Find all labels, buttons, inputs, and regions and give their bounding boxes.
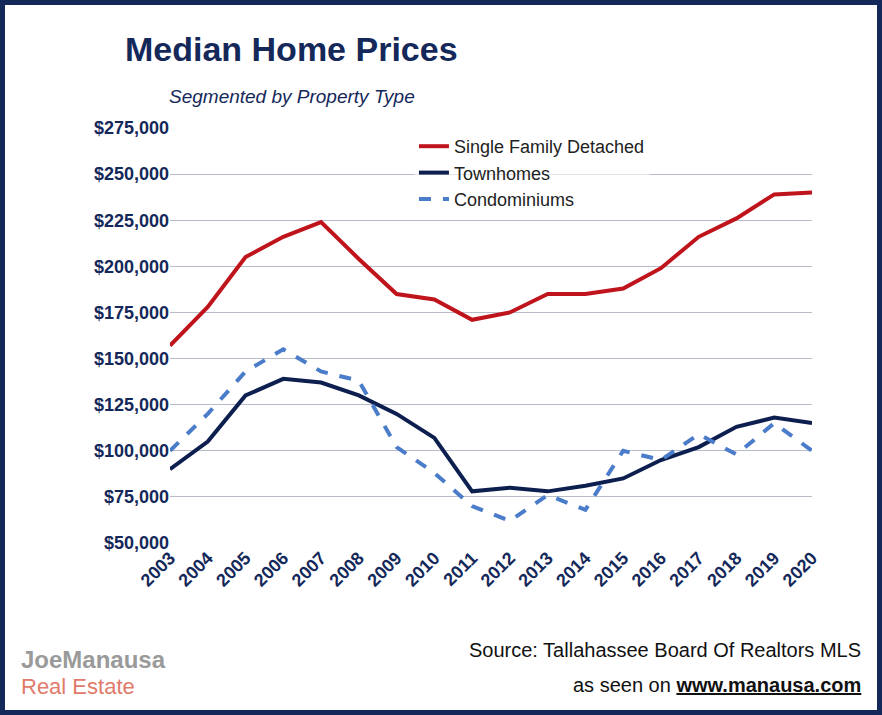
svg-text:$50,000: $50,000 [104,533,169,553]
svg-text:2015: 2015 [590,548,632,590]
svg-text:2011: 2011 [440,548,482,590]
svg-text:as seen on www.manausa.com: as seen on www.manausa.com [573,674,861,696]
svg-text:2013: 2013 [514,548,556,590]
svg-text:2006: 2006 [250,548,292,590]
svg-text:$125,000: $125,000 [94,395,169,415]
svg-text:Segmented by Property Type: Segmented by Property Type [169,86,415,107]
svg-text:2007: 2007 [288,548,330,590]
svg-text:2008: 2008 [326,548,368,590]
svg-text:$150,000: $150,000 [94,349,169,369]
svg-text:2014: 2014 [552,548,594,590]
svg-text:$100,000: $100,000 [94,441,169,461]
svg-text:$175,000: $175,000 [94,303,169,323]
svg-text:$275,000: $275,000 [94,118,169,138]
svg-text:$200,000: $200,000 [94,257,169,277]
svg-text:Source: Tallahassee Board Of R: Source: Tallahassee Board Of Realtors ML… [469,639,861,661]
svg-text:2018: 2018 [703,548,745,590]
svg-text:Real Estate: Real Estate [21,674,135,699]
svg-text:2019: 2019 [741,548,783,590]
svg-text:Townhomes: Townhomes [454,164,550,184]
svg-text:2004: 2004 [174,548,216,590]
svg-text:2017: 2017 [665,548,707,590]
svg-text:Median Home Prices: Median Home Prices [125,30,458,68]
svg-text:Single Family Detached: Single Family Detached [454,137,644,157]
svg-text:$225,000: $225,000 [94,211,169,231]
svg-text:2010: 2010 [401,548,443,590]
svg-text:Condominiums: Condominiums [454,190,574,210]
svg-text:2003: 2003 [137,548,179,590]
svg-text:JoeManausa: JoeManausa [21,646,166,673]
svg-text:2020: 2020 [779,548,821,590]
svg-text:$250,000: $250,000 [94,164,169,184]
svg-text:2009: 2009 [363,548,405,590]
svg-text:2012: 2012 [477,548,519,590]
svg-text:$75,000: $75,000 [104,487,169,507]
svg-text:2016: 2016 [628,548,670,590]
svg-text:2005: 2005 [212,548,254,590]
